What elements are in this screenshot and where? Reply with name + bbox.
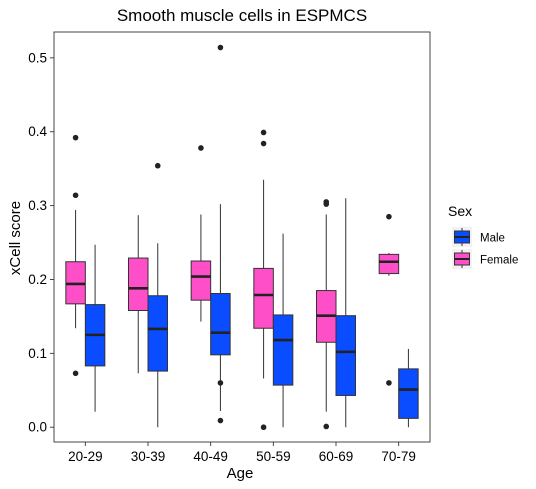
box-body: [378, 253, 400, 275]
x-tick-label: 30-39: [131, 449, 166, 464]
outlier-point: [217, 380, 224, 386]
y-tick-label: 0.5: [28, 50, 47, 65]
legend-label-female: Female: [480, 255, 518, 267]
outlier-point: [72, 192, 79, 199]
box-male-30-39: [147, 162, 168, 428]
box-male-50-59: [272, 233, 294, 428]
box-body: [190, 260, 212, 301]
y-tick-label: 0.3: [28, 198, 47, 213]
box-body: [335, 315, 356, 396]
outlier-point: [260, 424, 267, 431]
x-tick-label: 40-49: [193, 449, 228, 464]
box-female-20-29: [65, 134, 86, 377]
box-body: [210, 293, 231, 356]
y-tick-label: 0.0: [28, 420, 47, 435]
y-tick-label: 0.1: [28, 346, 47, 361]
outlier-point: [323, 201, 330, 207]
outlier-point: [386, 213, 392, 220]
outlier-point: [72, 370, 79, 377]
x-tick-label: 70-79: [381, 449, 416, 464]
box-male-20-29: [84, 244, 106, 412]
box-female-50-59: [253, 129, 274, 431]
box-body: [253, 267, 274, 329]
outlier-point: [217, 417, 224, 424]
box-female-70-79: [378, 213, 400, 386]
box-body: [398, 368, 419, 419]
outlier-point: [154, 162, 161, 169]
x-tick-label: 60-69: [319, 449, 354, 464]
plot-panel: [53, 31, 431, 443]
box-body: [128, 257, 149, 312]
box-body: [147, 295, 168, 372]
y-tick-label: 0.2: [28, 272, 47, 287]
outlier-point: [386, 380, 392, 386]
x-tick-label: 50-59: [256, 449, 291, 464]
outlier-point: [72, 134, 79, 141]
x-axis-title: Age: [227, 465, 254, 482]
box-male-60-69: [335, 198, 356, 428]
box-female-60-69: [316, 199, 337, 430]
x-tick-label: 20-29: [68, 449, 103, 464]
legend-key-male: [452, 227, 472, 247]
box-male-70-79: [398, 348, 419, 428]
boxes-layer: [65, 44, 419, 431]
chart-title: Smooth muscle cells in ESPMCS: [117, 6, 367, 25]
x-axis: 20-29 30-39 40-49 50-59 60-69 70-79: [68, 442, 416, 464]
y-tick-label: 0.4: [28, 124, 47, 139]
outlier-point: [260, 140, 267, 147]
box-male-40-49: [210, 44, 231, 424]
outlier-point: [217, 44, 224, 51]
y-axis: 0.0 0.1 0.2 0.3 0.4 0.5: [28, 50, 54, 435]
box-body: [272, 314, 294, 386]
legend-label-male: Male: [480, 233, 505, 245]
outlier-point: [260, 129, 267, 136]
outlier-point: [323, 423, 330, 430]
y-axis-title: xCell score: [7, 201, 24, 275]
legend-key-female: [452, 249, 472, 269]
legend-title: Sex: [448, 203, 472, 219]
box-female-30-39: [128, 215, 149, 374]
box-female-40-49: [190, 145, 212, 322]
legend: Sex Male Female: [448, 203, 518, 269]
outlier-point: [198, 145, 204, 151]
